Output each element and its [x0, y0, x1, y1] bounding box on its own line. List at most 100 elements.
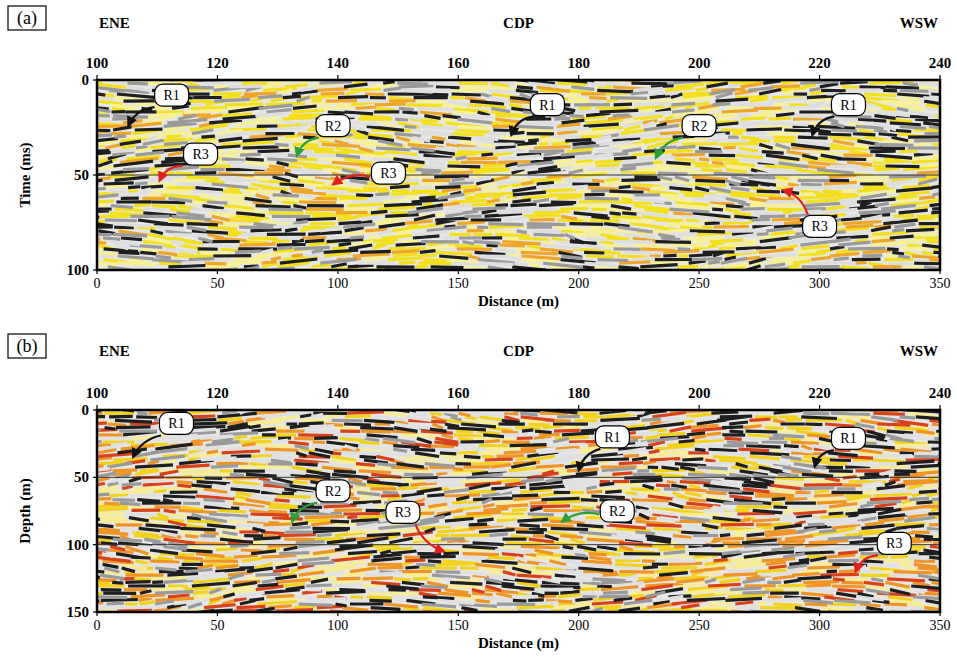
annotation-arrow — [415, 524, 443, 551]
direction-label: ENE — [99, 15, 130, 31]
seismic-texture — [97, 410, 940, 612]
direction-label: WSW — [900, 343, 938, 359]
tick-label: 0 — [82, 402, 90, 418]
annotation-box — [831, 427, 865, 449]
panel: (b)ENECDPWSW100120140160180200220240R1R2… — [8, 334, 957, 652]
annotation-box — [184, 143, 218, 165]
panel-label-box — [8, 6, 46, 30]
tick-label: 350 — [930, 618, 951, 633]
annotation-arrow — [815, 450, 834, 466]
tick-label: 150 — [448, 276, 469, 291]
reference-line — [97, 544, 940, 545]
annotation-box — [595, 426, 629, 448]
annotation-label: R3 — [395, 505, 411, 520]
figure: (a)ENECDPWSW100120140160180200220240R1R2… — [0, 0, 957, 663]
tick-label: 0 — [94, 618, 101, 633]
annotation-label: R2 — [325, 484, 341, 499]
tick — [93, 477, 97, 478]
axis-title: Distance (m) — [478, 635, 559, 652]
plot-frame — [97, 80, 940, 270]
tick-label: 250 — [689, 276, 710, 291]
annotation-label: R3 — [811, 219, 827, 234]
tick-label: 0 — [94, 276, 101, 291]
annotation-box — [600, 500, 634, 522]
seismic-texture — [97, 80, 940, 270]
tick — [458, 270, 459, 274]
tick — [458, 612, 459, 616]
tick-label: 100 — [86, 55, 109, 71]
tick-label: 100 — [327, 276, 348, 291]
tick-label: 220 — [808, 385, 831, 401]
tick-label: 50 — [74, 167, 89, 183]
tick — [93, 174, 97, 175]
plot-area — [97, 80, 940, 270]
tick-label: 100 — [86, 385, 109, 401]
axis-title: CDP — [503, 15, 534, 31]
tick-label: 100 — [67, 537, 90, 553]
annotation-label: R1 — [840, 98, 856, 113]
annotation-label: R2 — [691, 119, 707, 134]
annotation-box — [682, 115, 716, 137]
tick — [93, 409, 97, 410]
tick — [93, 269, 97, 270]
reference-line — [97, 477, 940, 478]
annotation-arrow — [783, 190, 807, 214]
annotation-label: R1 — [840, 431, 856, 446]
tick-label: 100 — [327, 618, 348, 633]
seismic-texture — [97, 80, 940, 270]
tick-label: 250 — [689, 618, 710, 633]
tick — [939, 270, 940, 274]
tick-label: 150 — [67, 604, 90, 620]
annotation-arrow — [562, 513, 599, 522]
tick — [819, 612, 820, 616]
annotation-label: R2 — [325, 119, 341, 134]
tick-label: 350 — [930, 276, 951, 291]
tick — [699, 612, 700, 616]
tick-label: 160 — [447, 385, 470, 401]
panel-label-box — [8, 334, 46, 358]
annotation-box — [803, 215, 837, 237]
annotation-arrow — [812, 117, 834, 135]
tick-label: 200 — [688, 385, 711, 401]
tick-label: 240 — [929, 385, 952, 401]
seismic-texture — [97, 80, 940, 270]
annotation-box — [831, 94, 865, 116]
annotation-label: R2 — [609, 504, 625, 519]
annotation-box — [386, 501, 420, 523]
annotation-label: R3 — [380, 166, 396, 181]
tick-label: 120 — [206, 55, 229, 71]
annotation-box — [316, 115, 350, 137]
annotation-label: R3 — [886, 536, 902, 551]
tick-label: 50 — [210, 276, 224, 291]
panel-label: (b) — [17, 336, 38, 357]
annotation-arrow — [133, 435, 161, 457]
axis-title: Depth (m) — [17, 478, 34, 543]
annotation-arrow — [333, 175, 370, 184]
tick-label: 150 — [448, 618, 469, 633]
annotation-box — [316, 480, 350, 502]
annotation-label: R1 — [163, 88, 179, 103]
tick — [699, 270, 700, 274]
seismic-texture — [97, 410, 940, 612]
reference-line — [97, 175, 940, 176]
tick-label: 200 — [568, 276, 589, 291]
annotation-arrow — [511, 117, 533, 135]
annotation-label: R3 — [192, 147, 208, 162]
tick — [578, 612, 579, 616]
annotation-arrow — [292, 503, 317, 522]
annotation-label: R1 — [168, 416, 184, 431]
tick — [819, 270, 820, 274]
tick — [93, 79, 97, 80]
tick-label: 240 — [929, 55, 952, 71]
tick-label: 160 — [447, 55, 470, 71]
plot-area — [97, 410, 940, 612]
tick — [93, 611, 97, 612]
tick — [337, 612, 338, 616]
tick-label: 50 — [210, 618, 224, 633]
tick-label: 140 — [327, 385, 350, 401]
annotation-arrow — [297, 138, 319, 156]
tick-label: 120 — [206, 385, 229, 401]
axis-title: Time (ms) — [17, 142, 34, 207]
plot-frame — [97, 410, 940, 612]
panel: (a)ENECDPWSW100120140160180200220240R1R2… — [8, 6, 957, 310]
